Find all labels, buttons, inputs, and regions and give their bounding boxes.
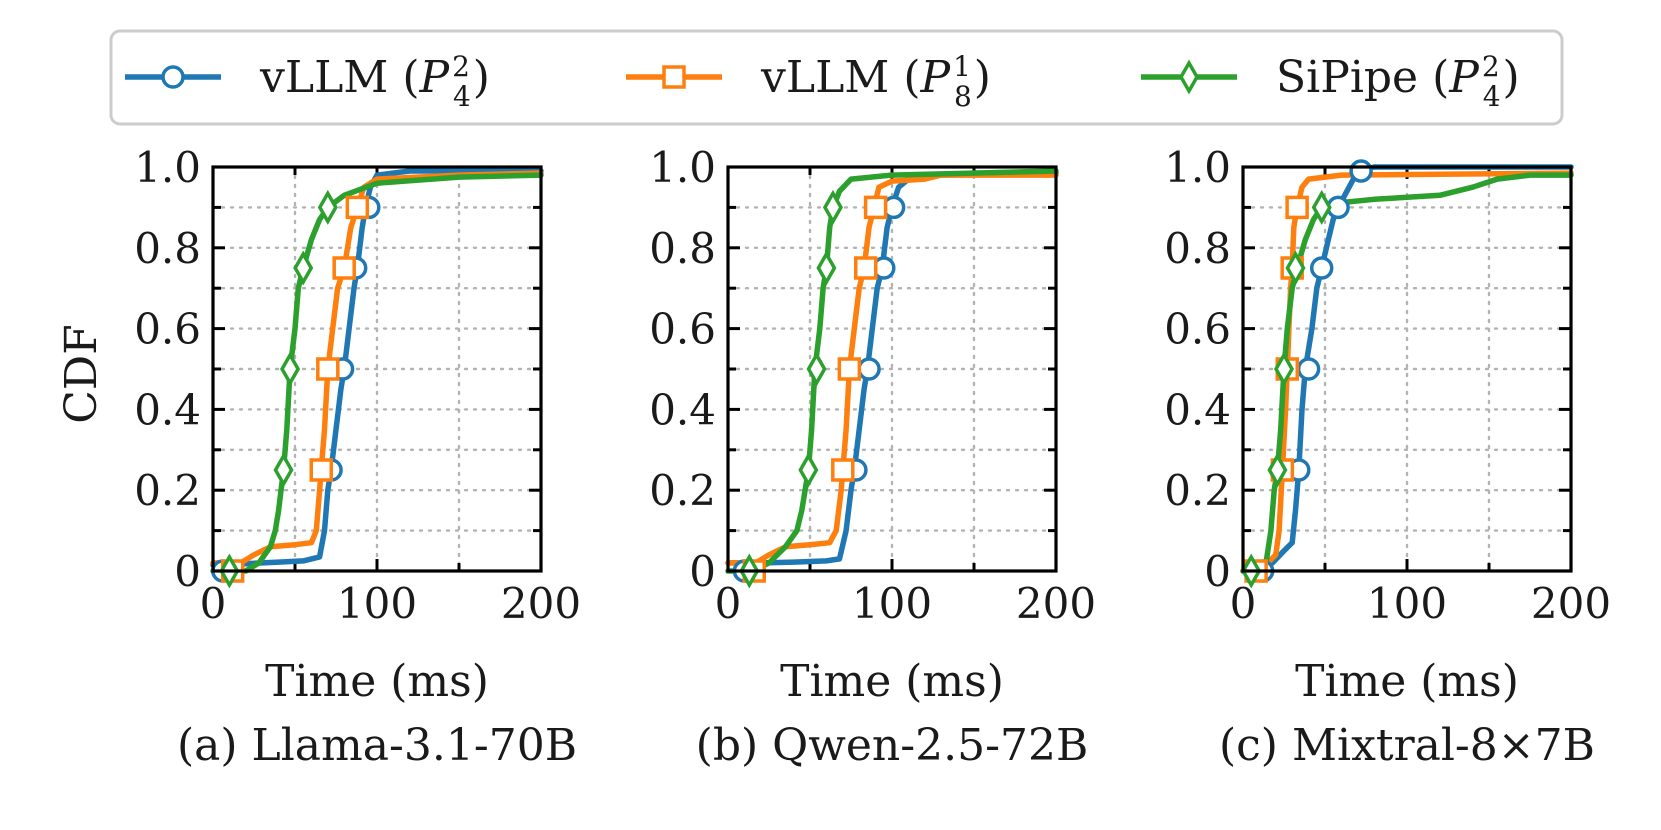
x-tick-label: 0 [715,579,742,628]
x-axis-label: Time (ms) [1295,656,1519,707]
legend-entry-1: vLLM (P 1 8) [626,50,991,113]
data-marker-1 [332,256,356,280]
data-marker-0 [857,357,881,381]
y-axis-label: CDF [56,324,107,423]
axes-frame [726,165,1058,573]
data-marker-2 [798,452,819,488]
data-marker-2 [822,189,843,225]
x-tick-label: 100 [337,579,417,628]
data-marker-1 [863,195,888,220]
y-tick-label: 0.8 [1164,224,1231,273]
y-tick-label: 0.6 [1164,305,1231,354]
x-tick-label: 100 [1367,579,1447,628]
x-tick-label: 200 [1016,579,1096,628]
x-axis-label: Time (ms) [265,656,489,707]
y-tick-label: 0 [1204,547,1231,596]
data-marker-1 [1285,195,1309,220]
series-line-2 [725,168,1059,574]
data-marker-0 [1349,159,1373,183]
legend-label-0: vLLM (P 2 4) [259,50,490,113]
legend-marker-2 [1178,59,1200,95]
x-tick-label: 100 [852,579,932,628]
panel-caption: (b) Qwen-2.5-72B [696,720,1089,771]
data-marker-0 [1309,256,1334,280]
axes-frame [1241,165,1573,573]
data-marker-2 [1285,250,1306,286]
data-marker-1 [345,195,370,220]
y-tick-label: 0.4 [1164,385,1231,434]
y-tick-label: 0.4 [134,385,201,434]
data-marker-2 [1273,351,1295,387]
y-tick-label: 0.6 [134,305,201,354]
y-tick-label: 0.2 [134,466,201,515]
axes-frame [211,165,543,573]
y-tick-label: 0.8 [134,224,201,273]
data-marker-1 [837,357,862,381]
y-tick-label: 0.6 [649,305,716,354]
y-tick-label: 1.0 [649,143,716,192]
data-marker-2 [280,351,301,387]
series-line-1 [725,172,1059,568]
series-line-2 [210,172,544,574]
x-tick-label: 200 [501,579,581,628]
x-tick-label: 0 [1230,579,1257,628]
data-marker-1 [316,357,340,381]
data-marker-2 [1311,189,1332,225]
data-marker-1 [831,458,855,482]
panel-caption: (a) Llama-3.1-70B [177,720,577,771]
y-tick-label: 0.8 [649,224,716,273]
legend-marker-0 [161,65,185,89]
data-marker-2 [806,351,827,387]
y-tick-label: 0 [689,547,716,596]
y-tick-label: 0.2 [649,466,716,515]
x-tick-label: 0 [200,579,227,628]
series-line-0 [1240,164,1574,574]
data-marker-1 [854,256,878,280]
legend-entry-2: SiPipe (P 2 4) [1141,50,1520,113]
y-tick-label: 0 [174,547,201,596]
legend-frame [109,29,1564,126]
y-tick-label: 0.2 [1164,466,1231,515]
panel-caption: (c) Mixtral-8×7B [1219,720,1595,771]
y-tick-label: 1.0 [134,143,201,192]
series-line-1 [210,170,544,568]
data-marker-1 [309,458,333,482]
data-marker-2 [293,250,314,286]
data-marker-2 [317,189,338,225]
data-marker-0 [1296,357,1321,381]
y-tick-label: 0.4 [649,385,716,434]
legend-marker-1 [662,65,686,89]
legend-entry-0: vLLM (P 2 4) [125,50,490,113]
data-marker-2 [1267,452,1288,488]
x-axis-label: Time (ms) [780,656,1004,707]
x-tick-label: 200 [1531,579,1611,628]
legend-label-2: SiPipe (P 2 4) [1276,50,1520,113]
legend: vLLM (P 2 4) vLLM (P 1 8) SiPipe (P 2 4) [109,29,1564,126]
data-marker-2 [816,250,837,286]
data-marker-2 [273,452,294,488]
y-tick-label: 1.0 [1164,143,1231,192]
legend-label-1: vLLM (P 1 8) [760,50,991,113]
